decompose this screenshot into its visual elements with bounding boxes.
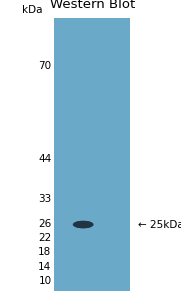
Ellipse shape bbox=[73, 221, 94, 228]
Ellipse shape bbox=[73, 221, 93, 228]
Text: Western Blot: Western Blot bbox=[50, 0, 135, 11]
Ellipse shape bbox=[73, 221, 93, 228]
Ellipse shape bbox=[73, 221, 94, 228]
Ellipse shape bbox=[73, 221, 93, 228]
Ellipse shape bbox=[73, 220, 94, 229]
Text: kDa: kDa bbox=[22, 5, 42, 15]
Ellipse shape bbox=[74, 221, 93, 228]
Text: ← 25kDa: ← 25kDa bbox=[138, 220, 181, 230]
Ellipse shape bbox=[73, 221, 93, 228]
Ellipse shape bbox=[73, 221, 93, 228]
Ellipse shape bbox=[73, 221, 93, 228]
